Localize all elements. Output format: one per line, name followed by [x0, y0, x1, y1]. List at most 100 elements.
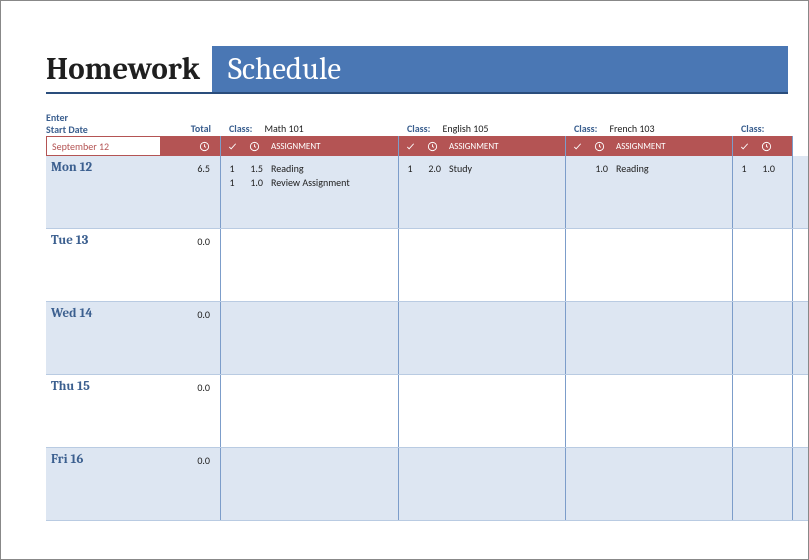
assignment-header-1: ASSIGNMENT — [265, 141, 321, 152]
day-row: Wed 140.0 — [46, 302, 808, 375]
check-icon — [572, 141, 583, 152]
day-row: Thu 150.0 — [46, 375, 808, 448]
class-header-3: Class: French 103 — [566, 112, 733, 135]
subheader-row: September 12 ASSIGNMENT ASSIGNMENT — [46, 136, 808, 156]
title-left: Homework — [46, 46, 212, 92]
day-total: 0.0 — [161, 375, 221, 447]
day-label: Mon 12 — [46, 156, 161, 228]
day-total: 0.0 — [161, 448, 221, 520]
class-prefix-4: Class: — [741, 122, 764, 135]
day-class-cell[interactable] — [399, 375, 566, 447]
total-hours-icon-cell — [161, 136, 221, 156]
assignment-hours[interactable]: 1.0 — [588, 162, 610, 176]
class-name-1[interactable]: Math 101 — [264, 122, 303, 135]
day-class-cell[interactable] — [221, 448, 399, 520]
assignment-item[interactable]: 11.0 — [733, 162, 792, 176]
class-name-2[interactable]: English 105 — [442, 122, 488, 135]
start-date-label-line1: Enter — [46, 112, 161, 124]
start-date-label-line2: Start Date — [46, 124, 161, 136]
day-class-cell[interactable]: 1.0Reading — [566, 156, 733, 228]
class-header-1: Class: Math 101 — [221, 112, 399, 135]
start-date-cell[interactable]: September 12 — [46, 136, 161, 156]
class-subheader-3: ASSIGNMENT — [566, 136, 733, 156]
clock-icon-cell — [421, 141, 443, 152]
clock-icon — [199, 141, 210, 152]
day-class-cell[interactable] — [733, 448, 793, 520]
clock-icon — [427, 141, 438, 152]
day-row: Fri 160.0 — [46, 448, 808, 521]
assignment-item[interactable]: 11.5Reading — [221, 162, 398, 176]
day-class-cell[interactable] — [566, 448, 733, 520]
clock-icon-cell — [755, 141, 777, 152]
class-prefix-3: Class: — [574, 122, 597, 135]
class-prefix-1: Class: — [229, 122, 252, 135]
schedule-container: Homework Schedule Enter Start Date Total… — [1, 1, 808, 521]
start-date-label-col: Enter Start Date — [46, 112, 161, 135]
assignment-header-3: ASSIGNMENT — [610, 141, 666, 152]
class-prefix-2: Class: — [407, 122, 430, 135]
assignment-item[interactable]: 11.0Review Assignment — [221, 176, 398, 190]
assignment-check[interactable] — [566, 162, 588, 176]
clock-icon-cell — [588, 141, 610, 152]
check-icon — [739, 141, 750, 152]
day-class-cell[interactable]: 12.0Study — [399, 156, 566, 228]
clock-icon-cell — [243, 141, 265, 152]
day-class-cell[interactable] — [733, 302, 793, 374]
day-class-cell[interactable] — [399, 302, 566, 374]
assignment-check[interactable]: 1 — [733, 162, 755, 176]
assignment-header-2: ASSIGNMENT — [443, 141, 499, 152]
check-icon — [227, 141, 238, 152]
check-icon-cell — [399, 141, 421, 152]
day-label: Tue 13 — [46, 229, 161, 301]
day-total: 0.0 — [161, 302, 221, 374]
class-header-2: Class: English 105 — [399, 112, 566, 135]
title-bar: Homework Schedule — [46, 46, 788, 94]
assignment-text[interactable]: Reading — [265, 162, 304, 176]
class-subheader-4 — [733, 136, 793, 156]
assignment-hours[interactable]: 1.0 — [755, 162, 777, 176]
day-label: Thu 15 — [46, 375, 161, 447]
assignment-item[interactable]: 12.0Study — [399, 162, 565, 176]
day-class-cell[interactable] — [566, 229, 733, 301]
start-date-input[interactable]: September 12 — [46, 136, 161, 156]
assignment-text[interactable] — [777, 162, 783, 176]
assignment-hours[interactable]: 1.5 — [243, 162, 265, 176]
total-column-header: Total — [161, 112, 221, 135]
class-subheader-2: ASSIGNMENT — [399, 136, 566, 156]
assignment-item[interactable]: 1.0Reading — [566, 162, 732, 176]
day-class-cell[interactable]: 11.0 — [733, 156, 793, 228]
day-class-cell[interactable] — [566, 375, 733, 447]
day-class-cell[interactable] — [733, 375, 793, 447]
class-name-3[interactable]: French 103 — [609, 122, 654, 135]
check-icon-cell — [733, 141, 755, 152]
assignment-text[interactable]: Reading — [610, 162, 649, 176]
check-icon — [405, 141, 416, 152]
day-label: Wed 14 — [46, 302, 161, 374]
assignment-check[interactable]: 1 — [221, 176, 243, 190]
day-total: 0.0 — [161, 229, 221, 301]
class-subheader-1: ASSIGNMENT — [221, 136, 399, 156]
assignment-text[interactable]: Study — [443, 162, 472, 176]
day-class-cell[interactable] — [221, 302, 399, 374]
assignment-text[interactable]: Review Assignment — [265, 176, 350, 190]
day-class-cell[interactable]: 11.5Reading11.0Review Assignment — [221, 156, 399, 228]
day-row: Mon 126.511.5Reading11.0Review Assignmen… — [46, 156, 808, 229]
clock-icon — [761, 141, 772, 152]
assignment-hours[interactable]: 1.0 — [243, 176, 265, 190]
assignment-hours[interactable]: 2.0 — [421, 162, 443, 176]
day-class-cell[interactable] — [399, 448, 566, 520]
day-class-cell[interactable] — [566, 302, 733, 374]
day-class-cell[interactable] — [733, 229, 793, 301]
day-row: Tue 130.0 — [46, 229, 808, 302]
day-class-cell[interactable] — [221, 375, 399, 447]
clock-icon — [249, 141, 260, 152]
total-label: Total — [191, 122, 211, 135]
title-right: Schedule — [212, 46, 788, 92]
check-icon-cell — [566, 141, 588, 152]
day-total: 6.5 — [161, 156, 221, 228]
day-class-cell[interactable] — [399, 229, 566, 301]
clock-icon — [594, 141, 605, 152]
assignment-check[interactable]: 1 — [221, 162, 243, 176]
assignment-check[interactable]: 1 — [399, 162, 421, 176]
day-class-cell[interactable] — [221, 229, 399, 301]
